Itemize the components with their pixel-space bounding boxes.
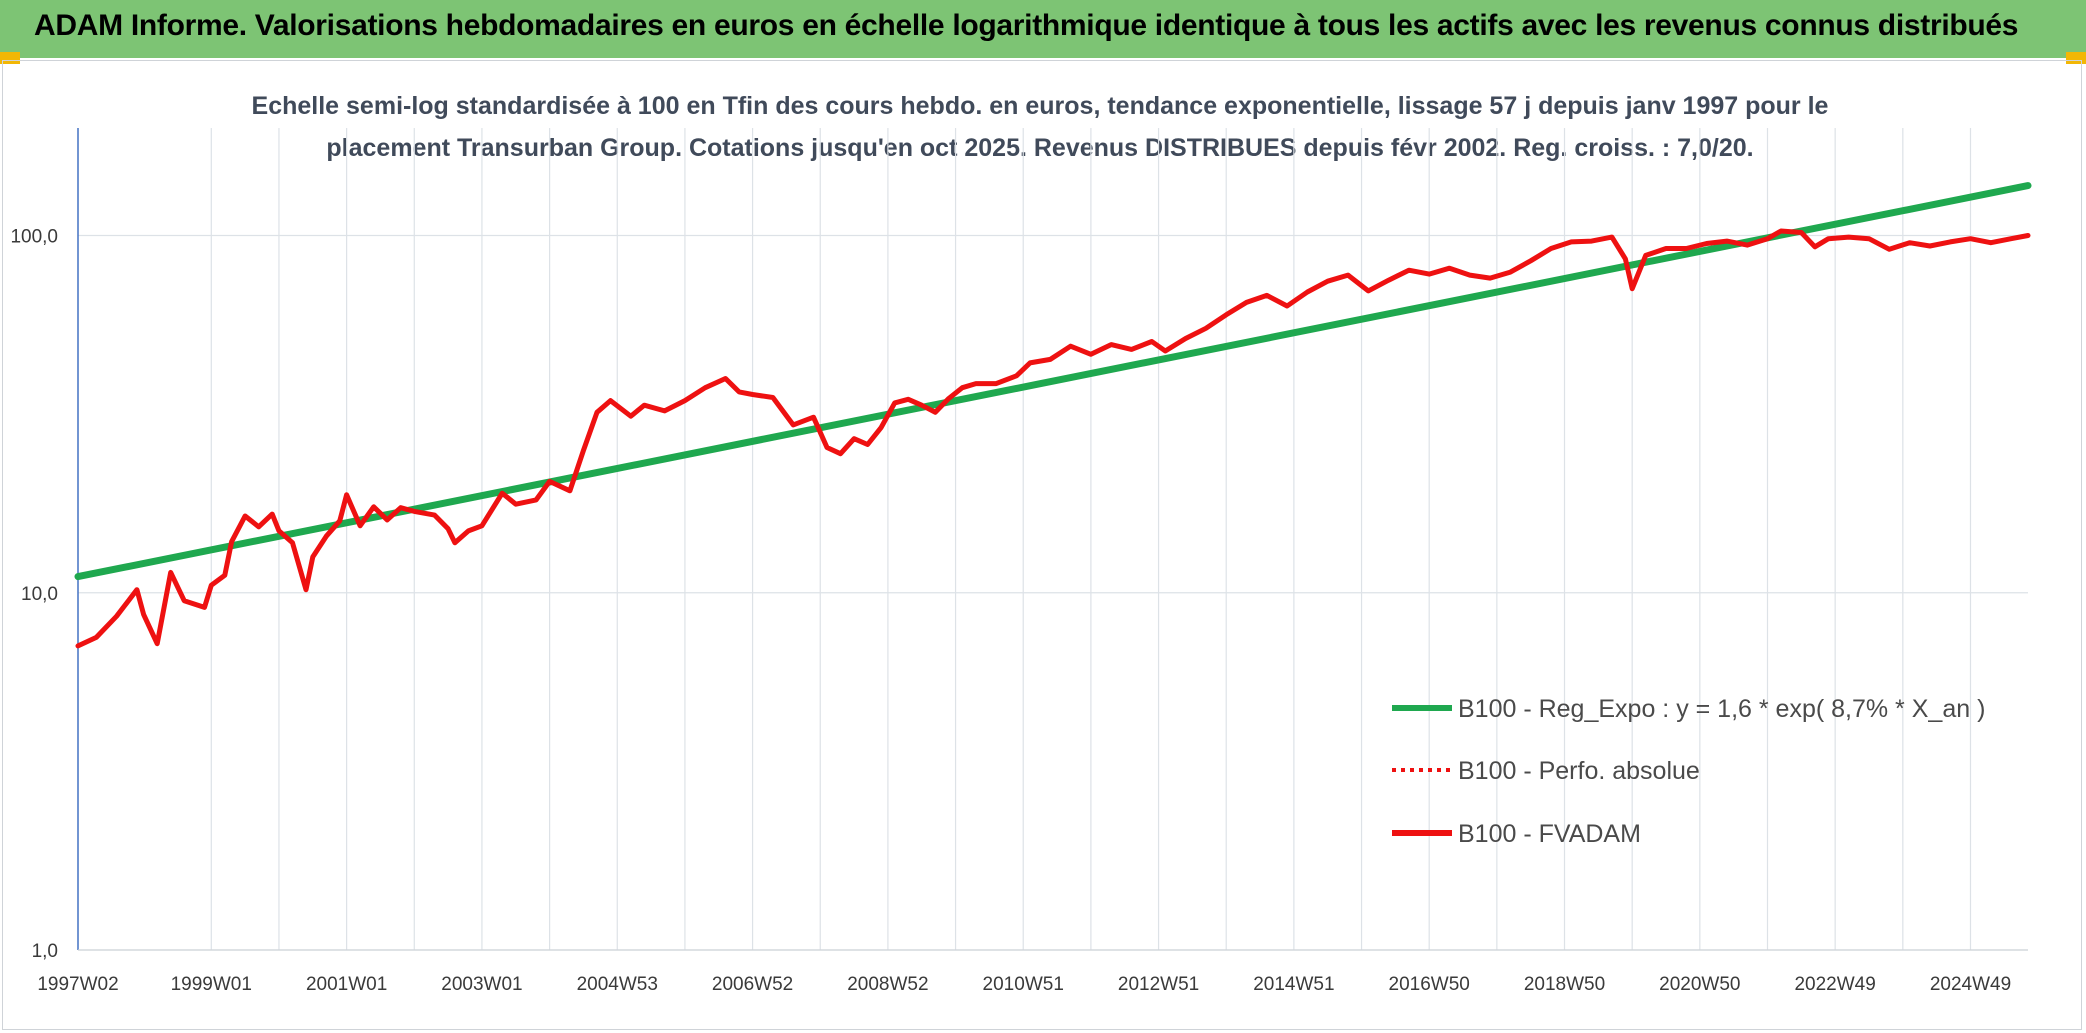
x-tick-label: 1999W01 (171, 974, 252, 995)
x-tick-label: 2024W49 (1930, 974, 2011, 995)
x-tick-label: 2018W50 (1524, 974, 1605, 995)
y-tick-label: 10,0 (21, 584, 58, 605)
series-layer (74, 182, 2032, 649)
x-tick-label: 2008W52 (847, 974, 928, 995)
x-tick-label: 1997W02 (37, 974, 118, 995)
chart-subtitle-line-1: Echelle semi-log standardisée à 100 en T… (252, 92, 1829, 120)
header-banner: ADAM Informe. Valorisations hebdomadaire… (0, 0, 2086, 58)
x-tick-label: 2010W51 (983, 974, 1064, 995)
x-tick-label: 2006W52 (712, 974, 793, 995)
x-tick-label: 2020W50 (1659, 974, 1740, 995)
axes: 1,0 10,0 100,0 1997W02 1999W01 2001W01 2003W01… (10, 128, 2028, 995)
x-tick-label: 2003W01 (441, 974, 522, 995)
grid (78, 128, 2028, 951)
x-tick-label: 2001W01 (306, 974, 387, 995)
legend-label-perfo-absolue: B100 - Perfo. absolue (1458, 757, 1700, 785)
legend: B100 - Reg_Expo : y = 1,6 * exp( 8,7% * … (1392, 695, 1985, 848)
x-tick-label: 2016W50 (1389, 974, 1470, 995)
legend-label-regression: B100 - Reg_Expo : y = 1,6 * exp( 8,7% * … (1458, 695, 1985, 723)
corner-accent-left (0, 52, 20, 64)
y-tick-label: 1,0 (32, 941, 58, 962)
series-fvadam-line (75, 228, 2031, 649)
x-tick-label: 2004W53 (577, 974, 658, 995)
y-tick-label: 100,0 (10, 227, 58, 248)
x-tick-label: 2022W49 (1794, 974, 1875, 995)
chart-subtitle-line-2: placement Transurban Group. Cotations ju… (326, 134, 1753, 162)
x-tick-label: 2014W51 (1253, 974, 1334, 995)
chart-frame (2, 60, 2082, 1030)
page-title: ADAM Informe. Valorisations hebdomadaire… (34, 9, 2019, 42)
x-tick-label: 2012W51 (1118, 974, 1199, 995)
legend-label-fvadam: B100 - FVADAM (1458, 820, 1641, 848)
series-regression-line (74, 182, 2032, 581)
